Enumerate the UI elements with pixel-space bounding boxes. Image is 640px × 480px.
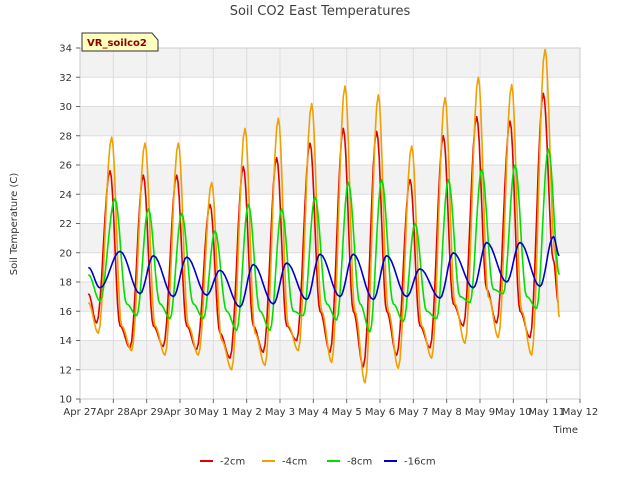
y-tick-label: 22 [59, 219, 72, 230]
y-tick-label: 30 [59, 102, 72, 113]
x-tick-label: Apr 29 [130, 407, 163, 418]
y-tick-label: 34 [59, 44, 72, 55]
plot-band [80, 77, 580, 107]
x-tick-label: May 9 [465, 407, 495, 418]
x-tick-label: May 10 [495, 407, 532, 418]
legend-label: -16cm [404, 457, 436, 468]
y-tick-label: 26 [59, 161, 72, 172]
series-line-16cm [87, 235, 560, 308]
site-badge-label: VR_soilco2 [87, 38, 147, 49]
y-axis-ticks: 10 12 14 16 18 20 22 24 26 28 30 32 34 [59, 44, 80, 406]
site-badge-box [81, 32, 159, 52]
plot-band [80, 223, 580, 253]
x-tick-label: May 12 [562, 407, 599, 418]
plot-band [80, 165, 580, 195]
y-tick-label: 28 [59, 131, 72, 142]
site-badge: VR_soilco2 [81, 32, 159, 52]
plot-band [80, 369, 580, 399]
x-tick-label: Apr 27 [63, 407, 96, 418]
x-tick-label: May 6 [365, 407, 395, 418]
x-tick-label: May 1 [198, 407, 228, 418]
x-tick-label: May 7 [398, 407, 428, 418]
series-line-4cm [87, 48, 561, 384]
x-tick-label: May 5 [332, 407, 362, 418]
y-axis-label: Soil Temperature (C) [9, 173, 20, 276]
x-tick-label: May 11 [528, 407, 565, 418]
legend-label: -2cm [220, 457, 245, 468]
y-tick-label: 16 [59, 307, 72, 318]
x-axis-label: Time [553, 425, 578, 436]
x-tick-label: Apr 30 [163, 407, 196, 418]
plot-band [80, 135, 580, 165]
legend: -2cm -4cm -8cm -16cm [200, 457, 436, 468]
chart-title: Soil CO2 East Temperatures [230, 4, 411, 19]
plot-band [80, 48, 580, 78]
series-line-8cm [87, 148, 561, 333]
y-tick-label: 14 [59, 336, 72, 347]
plot-band [80, 106, 580, 136]
y-tick-label: 24 [59, 190, 72, 201]
y-tick-label: 20 [59, 248, 72, 259]
y-tick-label: 12 [59, 365, 72, 376]
y-tick-label: 10 [59, 395, 72, 406]
y-tick-label: 18 [59, 278, 72, 289]
x-tick-label: May 4 [298, 407, 328, 418]
x-tick-label: Apr 28 [97, 407, 130, 418]
series-line-2cm [87, 92, 560, 368]
x-tick-label: May 8 [432, 407, 462, 418]
x-tick-label: May 3 [265, 407, 295, 418]
legend-label: -8cm [347, 457, 372, 468]
series-lines [87, 48, 561, 384]
x-tick-label: May 2 [232, 407, 262, 418]
legend-label: -4cm [282, 457, 307, 468]
plot-band [80, 194, 580, 224]
y-tick-label: 32 [59, 73, 72, 84]
